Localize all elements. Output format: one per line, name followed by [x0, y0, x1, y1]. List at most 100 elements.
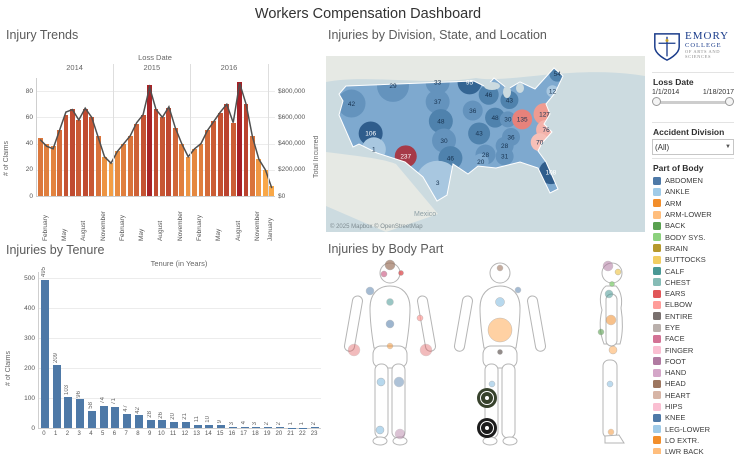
loss-date-range-slider[interactable]: [652, 96, 734, 108]
claims-bar[interactable]: [69, 109, 75, 196]
legend-item-finger[interactable]: FINGER: [652, 344, 734, 355]
state-value-label[interactable]: 70: [536, 140, 544, 147]
legend-item-abdomen[interactable]: ABDOMEN: [652, 175, 734, 186]
tenure-bar[interactable]: [99, 405, 108, 428]
bodypart-mark-ears[interactable]: [398, 270, 404, 276]
state-fill[interactable]: [499, 111, 516, 128]
claims-bar[interactable]: [134, 123, 140, 196]
claims-bar[interactable]: [37, 138, 43, 196]
state-value-label[interactable]: 135: [517, 117, 528, 124]
claims-bar[interactable]: [95, 135, 101, 196]
claims-bar[interactable]: [50, 146, 56, 196]
legend-item-ankle[interactable]: ANKLE: [652, 186, 734, 197]
tenure-bar[interactable]: [158, 420, 167, 428]
bodypart-mark-knee[interactable]: [606, 380, 614, 388]
state-value-label[interactable]: 36: [469, 108, 477, 115]
legend-item-lo-extr-[interactable]: LO EXTR.: [652, 435, 734, 446]
state-value-label[interactable]: 127: [539, 111, 550, 118]
state-fill[interactable]: [468, 122, 491, 145]
state-value-label[interactable]: 3: [436, 180, 440, 187]
claims-bar[interactable]: [127, 135, 133, 196]
bodypart-mark-neck[interactable]: [609, 281, 615, 287]
legend-item-head[interactable]: HEAD: [652, 378, 734, 389]
tenure-bar[interactable]: [123, 413, 132, 428]
state-value-label[interactable]: 42: [348, 101, 356, 108]
bodypart-mark-shoulder[interactable]: [604, 289, 614, 299]
bodypart-mark-ankle[interactable]: [607, 428, 615, 436]
claims-bar[interactable]: [153, 109, 159, 196]
state-value-label[interactable]: 48: [491, 115, 499, 122]
tenure-bar[interactable]: [134, 415, 143, 428]
state-value-label[interactable]: 108: [545, 169, 556, 176]
claims-bar[interactable]: [250, 135, 255, 196]
tenure-bar[interactable]: [64, 397, 73, 428]
bodypart-mark-knee[interactable]: [376, 377, 386, 387]
claims-bar[interactable]: [108, 163, 114, 196]
claims-bar[interactable]: [198, 143, 204, 196]
claims-bar[interactable]: [269, 185, 275, 196]
legend-item-buttocks[interactable]: BUTTOCKS: [652, 254, 734, 265]
state-value-label[interactable]: 31: [501, 154, 509, 161]
claims-bar[interactable]: [121, 143, 127, 196]
state-value-label[interactable]: 29: [389, 83, 397, 90]
tenure-bar[interactable]: [111, 406, 120, 428]
legend-item-elbow[interactable]: ELBOW: [652, 299, 734, 310]
bodypart-mark-hand[interactable]: [608, 345, 618, 355]
claims-bar[interactable]: [262, 169, 268, 196]
claims-bar[interactable]: [147, 84, 152, 196]
state-value-label[interactable]: 76: [542, 127, 550, 134]
state-value-label[interactable]: 106: [365, 131, 376, 138]
claims-bar[interactable]: [185, 156, 191, 196]
claims-bar[interactable]: [192, 148, 198, 196]
slider-track[interactable]: [654, 101, 732, 104]
state-value-label[interactable]: 12: [549, 89, 557, 96]
claims-bar[interactable]: [224, 104, 230, 196]
tenure-bar[interactable]: [181, 421, 190, 428]
bodypart-mark-ankle[interactable]: [375, 425, 385, 435]
state-fill[interactable]: [425, 89, 450, 114]
tenure-bar[interactable]: [252, 427, 261, 428]
state-value-label[interactable]: 33: [434, 80, 442, 87]
bodypart-mark-elbow[interactable]: [605, 314, 617, 326]
accident-division-dropdown[interactable]: (All) ▼: [652, 139, 734, 155]
bodypart-mark-hand[interactable]: [347, 343, 361, 357]
legend-item-hand[interactable]: HAND: [652, 367, 734, 378]
claims-bar[interactable]: [159, 117, 165, 196]
state-value-label[interactable]: 95: [466, 80, 474, 87]
tenure-bar[interactable]: [40, 279, 49, 428]
claims-bar[interactable]: [82, 109, 88, 196]
bodypart-mark-face[interactable]: [380, 270, 388, 278]
claims-bar[interactable]: [44, 143, 50, 196]
bodypart-mark-knee[interactable]: [488, 380, 496, 388]
bodypart-mark-chest[interactable]: [386, 298, 394, 306]
legend-item-knee[interactable]: KNEE: [652, 412, 734, 423]
claims-bar[interactable]: [243, 104, 249, 196]
legend-item-back[interactable]: BACK: [652, 220, 734, 231]
state-fill[interactable]: [338, 89, 366, 118]
tenure-bar[interactable]: [76, 399, 85, 428]
state-value-label[interactable]: 43: [506, 97, 514, 104]
claims-bar[interactable]: [63, 114, 69, 196]
tenure-bar[interactable]: [170, 422, 179, 428]
bodypart-mark-chest[interactable]: [495, 297, 505, 307]
bodypart-mark-head[interactable]: [384, 259, 396, 271]
legend-item-calf[interactable]: CALF: [652, 265, 734, 276]
claims-bar[interactable]: [114, 151, 120, 196]
bodypart-mark-abdomen[interactable]: [385, 319, 395, 329]
state-value-label[interactable]: 37: [434, 99, 442, 106]
state-fill[interactable]: [428, 109, 453, 134]
bodypart-mark-hand[interactable]: [419, 343, 433, 357]
legend-item-hips[interactable]: HIPS: [652, 401, 734, 412]
claims-bar[interactable]: [237, 81, 243, 196]
tenure-bar[interactable]: [228, 427, 237, 428]
tenure-bar[interactable]: [146, 419, 155, 428]
claims-bar[interactable]: [76, 119, 82, 196]
tenure-bar[interactable]: [275, 427, 284, 428]
legend-item-leg-lower[interactable]: LEG-LOWER: [652, 424, 734, 435]
tenure-bar[interactable]: [311, 427, 320, 428]
claims-bar[interactable]: [256, 159, 262, 196]
state-fill[interactable]: [512, 109, 533, 130]
bodypart-mark-shoulder[interactable]: [514, 286, 522, 294]
claims-bar[interactable]: [140, 114, 146, 196]
state-value-label[interactable]: 237: [400, 154, 411, 161]
